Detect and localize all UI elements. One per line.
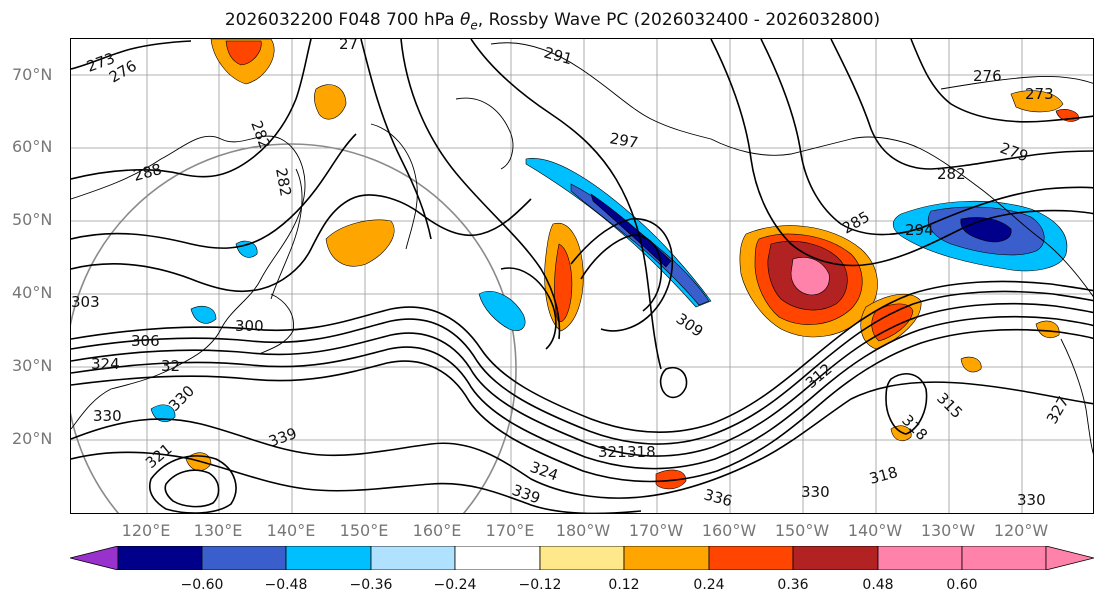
contour-label: 309 — [673, 310, 707, 341]
colorbar-tick: 0.48 — [862, 577, 894, 593]
lon-label-130w: 130°W — [920, 521, 976, 540]
lon-label-140w: 140°W — [847, 521, 903, 540]
map-panel: 273 276 282 291 297 282 288 276 273 279 … — [70, 38, 1094, 514]
lon-label-150w: 150°W — [774, 521, 830, 540]
contour-label: 273 — [1025, 85, 1054, 103]
colorbar-extend-min — [70, 546, 119, 570]
lon-label-120e: 120°E — [121, 521, 171, 540]
colorbar-segment — [623, 546, 710, 570]
theta-e-contours — [71, 39, 1093, 513]
contour-label: 318 — [867, 463, 899, 488]
title-theta-subscript: e — [470, 18, 478, 33]
colorbar-tick: −0.24 — [433, 577, 477, 593]
contour-label: 339 — [510, 481, 543, 508]
colorbar-tick: 0.36 — [777, 577, 809, 593]
lat-label-20n: 20°N — [12, 429, 53, 448]
colorbar-tick: −0.12 — [518, 577, 562, 593]
colorbar-segment — [285, 546, 372, 570]
contour-label: 330 — [801, 483, 830, 501]
contour-label: 291 — [542, 43, 574, 68]
map-title: 2026032200 F048 700 hPa θe, Rossby Wave … — [0, 10, 1105, 32]
lon-label-170w: 170°W — [628, 521, 684, 540]
lon-label-180w: 180°W — [555, 521, 611, 540]
graticule — [71, 39, 1093, 513]
map-canvas: 273 276 282 291 297 282 288 276 273 279 … — [71, 39, 1093, 513]
contour-label: 300 — [235, 317, 264, 335]
colorbar-tick: −0.36 — [349, 577, 393, 593]
contour-label: 330 — [1017, 491, 1046, 509]
colorbar-tick: 0.12 — [608, 577, 640, 593]
title-rest: , Rossby Wave PC (2026032400 - 202603280… — [477, 10, 881, 30]
contour-label: 324 — [91, 355, 120, 373]
title-theta-symbol: θ — [460, 10, 471, 30]
contour-label: 27 — [339, 39, 358, 53]
lon-label-120w: 120°W — [993, 521, 1049, 540]
lon-label-170e: 170°E — [485, 521, 535, 540]
colorbar-tick: −0.48 — [264, 577, 308, 593]
contour-label: 32 — [161, 357, 180, 375]
contour-label: 303 — [71, 293, 100, 311]
contour-label: 330 — [93, 407, 122, 425]
colorbar — [70, 546, 1094, 570]
contour-label: 321 — [598, 443, 627, 461]
colorbar-extend-max — [1045, 546, 1094, 570]
lat-label-60n: 60°N — [12, 137, 53, 156]
lat-label-30n: 30°N — [12, 356, 53, 375]
colorbar-segment — [370, 546, 456, 570]
lat-label-70n: 70°N — [12, 65, 53, 84]
lon-label-140e: 140°E — [266, 521, 316, 540]
contour-label: 282 — [937, 165, 966, 183]
colorbar-tick: 0.24 — [693, 577, 725, 593]
lon-label-150e: 150°E — [339, 521, 389, 540]
contour-label: 336 — [702, 485, 734, 510]
contour-label: 297 — [608, 129, 639, 152]
lon-label-130e: 130°E — [193, 521, 243, 540]
colorbar-segment — [454, 546, 541, 570]
lat-label-40n: 40°N — [12, 283, 53, 302]
colorbar-segment — [117, 546, 203, 570]
contour-label: 276 — [973, 67, 1002, 85]
contour-label: 339 — [266, 424, 299, 451]
contour-label: 288 — [131, 160, 163, 185]
colorbar-segment — [961, 546, 1047, 570]
contour-label: 327 — [1043, 393, 1073, 427]
lon-label-160e: 160°E — [412, 521, 462, 540]
contour-label: 315 — [933, 389, 966, 422]
colorbar-segment — [201, 546, 287, 570]
contour-label: 306 — [131, 332, 160, 350]
colorbar-segment — [539, 546, 625, 570]
colorbar-segment — [877, 546, 963, 570]
contour-label: 294 — [905, 221, 934, 239]
lat-label-50n: 50°N — [12, 210, 53, 229]
anomaly-shading — [150, 39, 1080, 490]
colorbar-segment — [792, 546, 879, 570]
reference-circle — [71, 143, 517, 513]
title-run: 2026032200 F048 700 hPa — [224, 10, 455, 30]
contour-label: 282 — [247, 118, 274, 151]
contour-label: 279 — [998, 139, 1031, 166]
colorbar-tick: −0.60 — [180, 577, 224, 593]
contour-label: 282 — [272, 167, 295, 198]
contour-label: 318 — [627, 443, 656, 461]
colorbar-segment — [708, 546, 794, 570]
lon-label-160w: 160°W — [701, 521, 757, 540]
colorbar-tick: 0.60 — [946, 577, 978, 593]
